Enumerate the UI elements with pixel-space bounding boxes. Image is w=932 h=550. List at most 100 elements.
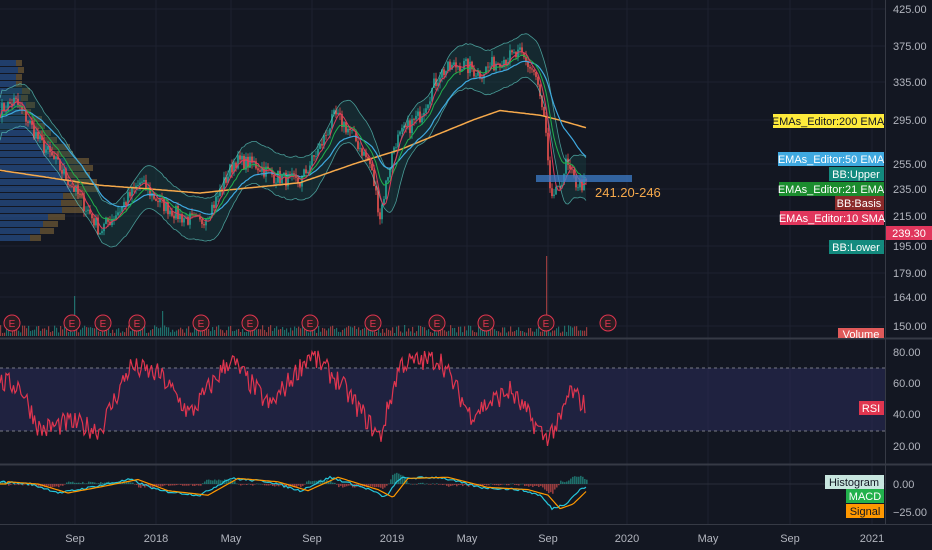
earnings-marker[interactable]	[192, 314, 210, 332]
histogram-bar	[128, 481, 130, 484]
volume-bar	[368, 325, 370, 336]
volume-bar	[16, 327, 18, 336]
histogram-bar	[522, 483, 524, 485]
volume-bar	[562, 331, 564, 336]
candle-body	[91, 213, 93, 219]
earnings-marker[interactable]	[241, 314, 259, 332]
histogram-bar	[198, 484, 200, 486]
indicator-lines	[0, 33, 587, 248]
volume-profile-bar	[54, 151, 73, 157]
histogram-bar	[434, 484, 436, 485]
candle-body	[47, 146, 49, 150]
volume-bar	[452, 328, 454, 336]
volume-bar	[402, 332, 404, 336]
earnings-marker[interactable]	[477, 314, 495, 332]
time-tick-label: 2020	[615, 533, 639, 545]
earnings-marker[interactable]	[128, 314, 146, 332]
histogram-bar	[520, 483, 522, 485]
volume-profile-bar	[21, 95, 28, 101]
price-axis[interactable]: 425.00 375.00 335.00 295.00 255.00 235.00 215.…	[893, 4, 927, 333]
earnings-marker[interactable]	[301, 314, 319, 332]
candle-body	[75, 185, 77, 192]
earnings-marker-label: E	[434, 319, 441, 330]
volume-bar	[234, 330, 236, 336]
histogram-bar	[104, 482, 106, 484]
candle-body	[15, 97, 17, 99]
candle-body	[369, 159, 371, 164]
histogram-bar	[220, 480, 222, 484]
histogram-bar	[548, 484, 550, 494]
earnings-marker[interactable]	[599, 314, 617, 332]
volume-profile-bar	[30, 235, 41, 241]
earnings-marker[interactable]	[63, 314, 81, 332]
candle-body	[465, 59, 467, 61]
candle-body	[357, 141, 359, 149]
price-tick-label: 179.00	[893, 268, 927, 280]
candle-body	[503, 60, 505, 68]
time-axis[interactable]: Sep 2018 May Sep 2019 May Sep 2020 May Sep 2021	[65, 533, 884, 545]
candle-body	[511, 50, 513, 53]
histogram-bar	[538, 484, 540, 488]
volume-bar	[42, 328, 44, 336]
volume-profile-bar	[0, 228, 40, 234]
time-tick-label: 2018	[144, 533, 168, 545]
histogram-bar	[278, 484, 280, 487]
candle-body	[581, 179, 583, 191]
candle-body	[319, 144, 321, 150]
histogram-bar	[14, 484, 16, 486]
earnings-marker[interactable]	[537, 314, 555, 332]
histogram-bar	[182, 484, 184, 486]
histogram-bar	[390, 479, 392, 484]
earnings-marker[interactable]	[3, 314, 21, 332]
candle-body	[187, 216, 189, 225]
histogram-bar	[210, 480, 212, 484]
volume-profile-bar	[18, 67, 24, 73]
volume-bar	[4, 332, 6, 336]
candle-body	[519, 47, 521, 50]
time-tick-label: May	[221, 533, 242, 545]
candle-body	[131, 187, 133, 197]
volume-bar	[134, 330, 136, 336]
volume-bar	[146, 332, 148, 336]
time-tick-label: May	[457, 533, 478, 545]
volume-bar	[444, 330, 446, 336]
histogram-bar	[502, 484, 504, 485]
volume-profile-bar	[0, 144, 52, 150]
histogram-bar	[188, 484, 190, 486]
volume-bar	[350, 326, 352, 336]
earnings-marker-label: E	[9, 319, 16, 330]
candle-body	[265, 166, 267, 177]
time-tick-label: Sep	[65, 533, 85, 545]
histogram-bar	[320, 479, 322, 484]
earnings-marker[interactable]	[364, 314, 382, 332]
histogram-bar	[126, 482, 128, 484]
volume-bar	[400, 331, 402, 336]
volume-bar	[558, 326, 560, 336]
support-zone[interactable]	[536, 175, 632, 182]
volume-bar	[374, 331, 376, 336]
earnings-marker[interactable]	[94, 314, 112, 332]
svg-text:BB:Lower: BB:Lower	[832, 242, 880, 254]
volume-bar	[542, 331, 544, 336]
histogram-bar	[12, 483, 14, 485]
histogram-bar	[506, 484, 508, 486]
candle-body	[293, 173, 295, 175]
volume-bar	[524, 332, 526, 336]
histogram-bar	[582, 476, 584, 484]
rsi-tick-label: 80.00	[893, 347, 921, 359]
rsi-axis[interactable]: 80.00 60.00 40.00 20.00	[893, 347, 921, 453]
volume-bar	[196, 325, 198, 336]
price-tick-label: 425.00	[893, 4, 927, 16]
histogram-bar	[482, 484, 484, 487]
candle-body	[359, 148, 361, 150]
candle-body	[155, 198, 157, 202]
volume-bar	[376, 331, 378, 336]
earnings-marker[interactable]	[428, 314, 446, 332]
candle-body	[363, 151, 365, 156]
volume-bar	[560, 332, 562, 336]
candle-body	[391, 152, 393, 169]
macd-axis[interactable]: 0.00 −25.00	[893, 479, 927, 519]
candle-body	[19, 104, 21, 106]
